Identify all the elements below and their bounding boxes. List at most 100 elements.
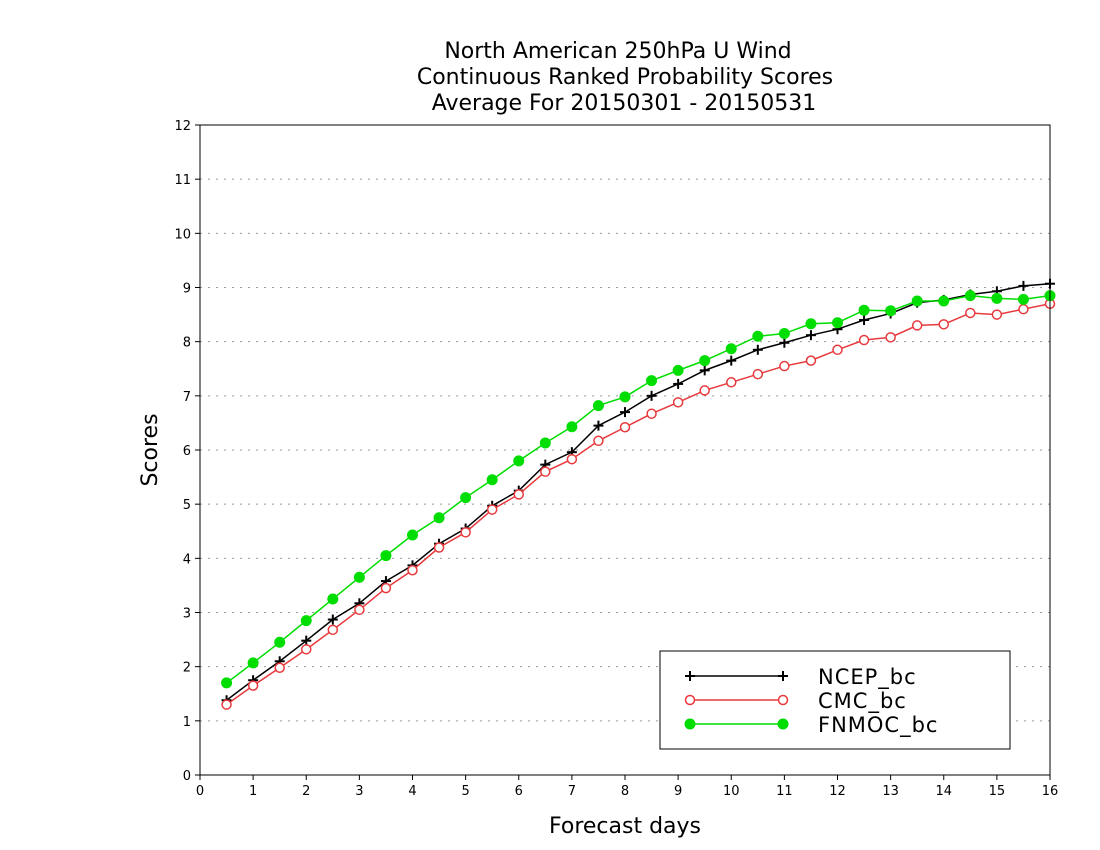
data-point <box>460 527 471 538</box>
data-point <box>300 615 312 627</box>
data-point <box>593 420 604 431</box>
x-axis-label: Forecast days <box>549 814 701 839</box>
data-point <box>301 644 312 655</box>
x-tick-label: 8 <box>621 784 629 799</box>
data-point <box>513 489 524 500</box>
data-point <box>752 368 764 380</box>
y-tick-label: 0 <box>183 769 191 784</box>
data-point <box>885 305 897 317</box>
data-point <box>673 378 684 389</box>
data-point <box>885 332 896 343</box>
data-point <box>221 699 232 710</box>
data-point <box>699 365 710 376</box>
data-point <box>805 318 817 330</box>
data-point <box>991 309 1003 320</box>
x-tick-label: 7 <box>568 784 576 799</box>
y-axis-label: Scores <box>138 413 163 486</box>
x-tick-label: 14 <box>935 784 952 799</box>
data-point <box>858 334 870 346</box>
data-point <box>858 304 870 316</box>
data-point <box>911 295 923 307</box>
data-point <box>646 390 657 401</box>
data-point <box>380 582 392 594</box>
data-point <box>513 455 525 467</box>
data-point <box>684 694 696 706</box>
x-tick-label: 12 <box>829 784 846 799</box>
y-tick-label: 9 <box>183 282 191 297</box>
data-point <box>539 437 551 449</box>
x-tick-label: 6 <box>515 784 523 799</box>
data-point <box>699 385 710 396</box>
x-tick-label: 9 <box>674 784 682 799</box>
x-tick-label: 4 <box>408 784 416 799</box>
data-point <box>777 694 789 706</box>
y-tick-label: 2 <box>183 661 191 676</box>
data-point <box>247 680 259 691</box>
data-point <box>327 593 339 605</box>
series-CMC_bc <box>221 298 1056 710</box>
data-point <box>1018 280 1029 291</box>
series-layer <box>221 278 1056 710</box>
x-tick-label: 10 <box>723 784 740 799</box>
data-point <box>274 636 286 648</box>
series-NCEP_bc <box>221 278 1055 706</box>
legend-label: CMC_bc <box>818 689 907 714</box>
y-tick-label: 1 <box>183 715 191 730</box>
data-point <box>460 492 472 504</box>
data-point <box>540 466 551 477</box>
data-point <box>805 330 816 341</box>
data-point <box>646 408 657 419</box>
x-tick-label: 15 <box>989 784 1006 799</box>
chart-title-line-2: Continuous Ranked Probability Scores <box>417 65 833 90</box>
data-point <box>805 355 817 366</box>
data-point <box>938 295 950 307</box>
data-point <box>752 330 764 342</box>
data-point <box>752 344 763 355</box>
data-point <box>965 307 976 319</box>
data-point <box>938 319 949 330</box>
data-point <box>407 565 418 576</box>
legend-label: FNMOC_bc <box>818 713 938 738</box>
data-point <box>699 355 711 367</box>
x-tick-label: 1 <box>249 784 257 799</box>
x-axis-ticks: 0 1 2 3 4 5 6 7 8 9 10 11 12 13 14 15 16 <box>196 775 1058 799</box>
x-tick-label: 0 <box>196 784 204 799</box>
data-point <box>274 662 285 673</box>
series-FNMOC_bc <box>221 290 1056 689</box>
data-point <box>726 355 737 366</box>
data-point <box>911 320 923 331</box>
data-point <box>672 397 684 408</box>
data-point <box>380 550 392 562</box>
data-point <box>672 364 684 376</box>
y-tick-label: 4 <box>183 552 191 567</box>
y-tick-label: 6 <box>183 444 191 459</box>
data-point <box>407 529 418 541</box>
x-tick-label: 13 <box>882 784 899 799</box>
x-tick-label: 3 <box>355 784 363 799</box>
data-point <box>247 657 259 669</box>
data-point <box>566 421 578 433</box>
data-point <box>221 677 233 689</box>
data-point <box>725 343 737 355</box>
x-tick-label: 5 <box>461 784 469 799</box>
y-tick-label: 7 <box>183 390 191 405</box>
y-tick-label: 11 <box>174 173 191 188</box>
x-tick-label: 2 <box>302 784 310 799</box>
data-point <box>327 614 338 625</box>
y-tick-label: 5 <box>183 498 191 513</box>
data-point <box>778 328 790 340</box>
legend-label: NCEP_bc <box>818 665 917 690</box>
data-point <box>832 344 843 356</box>
data-point <box>779 337 790 348</box>
data-point <box>964 290 976 302</box>
legend-entry-CMC_bc: CMC_bc <box>684 689 907 714</box>
data-point <box>593 435 604 447</box>
grid-lines <box>200 178 1050 722</box>
data-point <box>486 504 498 515</box>
data-point <box>433 542 445 553</box>
chart-title: North American 250hPa U Wind Continuous … <box>417 39 833 116</box>
y-tick-label: 3 <box>183 607 191 622</box>
x-tick-label: 16 <box>1042 784 1059 799</box>
data-point <box>353 571 365 583</box>
